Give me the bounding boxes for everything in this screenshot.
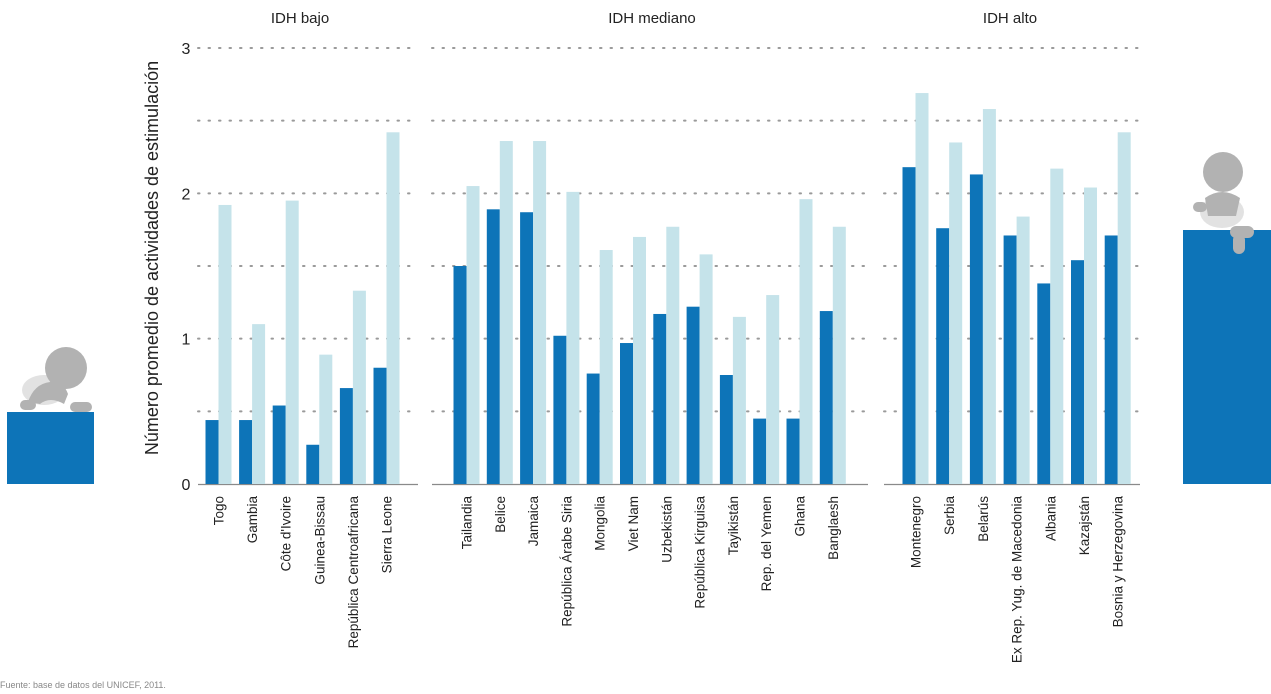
bar-light (533, 141, 547, 484)
bar-light (915, 93, 929, 484)
group-label: IDH alto (983, 10, 1037, 27)
x-tick-label: Sierra Leone (380, 496, 395, 573)
x-tick-label: Jamaica (526, 496, 541, 547)
bar-dark (1071, 260, 1084, 484)
bar-dark (936, 228, 950, 484)
x-tick-label: Ex Rep. Yug. de Macedonia (1010, 496, 1025, 664)
bar-light (566, 191, 580, 484)
x-tick-label: Togo (212, 496, 227, 525)
bar-light (633, 236, 646, 484)
bar-dark (686, 306, 700, 484)
bar-dark (339, 388, 353, 484)
source-note: Fuente: base de datos del UNICEF, 2011. (0, 680, 166, 690)
sitting-baby-icon (1193, 152, 1254, 254)
bar-light (1016, 216, 1030, 484)
bar-dark (486, 209, 500, 484)
bar-dark (553, 335, 567, 484)
x-tick-label: Albania (1043, 496, 1058, 542)
bar-dark (902, 167, 916, 484)
bar-light (732, 316, 746, 484)
bar-dark (620, 343, 633, 484)
bar-dark (205, 420, 219, 484)
bar-light (319, 354, 333, 484)
high-block (1183, 230, 1271, 484)
bar-light (832, 226, 846, 484)
bar-dark (306, 444, 320, 484)
bar-light (252, 324, 266, 484)
x-tick-label: República Centroafricana (346, 496, 361, 649)
x-tick-label: Viet Nam (626, 496, 641, 551)
bar-dark (753, 418, 767, 484)
y-axis-label: Número promedio de actividades de estimu… (142, 61, 162, 455)
x-tick-label: Tayikistán (726, 496, 741, 555)
bar-dark (453, 266, 467, 484)
bar-dark (969, 174, 983, 484)
bar-light (1117, 132, 1131, 484)
group-label: IDH mediano (608, 10, 696, 27)
x-tick-label: Ghana (793, 496, 808, 537)
x-tick-label: Serbia (942, 496, 957, 536)
x-tick-label: Tailandia (460, 496, 475, 550)
bar-light (599, 250, 613, 484)
bar-dark (239, 420, 253, 484)
bar-dark (819, 311, 833, 484)
y-tick-label: 1 (182, 332, 191, 349)
bar-dark (1104, 235, 1118, 484)
x-tick-label: Kazajstán (1077, 496, 1092, 555)
bar-light (386, 132, 400, 484)
crawling-baby-icon (20, 347, 92, 412)
x-tick-label: Uzbekistán (659, 496, 674, 563)
bar-dark (1037, 283, 1051, 484)
y-tick-label: 0 (182, 477, 191, 494)
x-tick-label: Guinea-Bissau (312, 496, 327, 585)
bar-light (766, 295, 780, 484)
bar-light (982, 109, 996, 484)
bar-light (218, 204, 232, 484)
x-tick-label: Rep. del Yemen (759, 496, 774, 591)
bar-light (499, 141, 513, 484)
x-tick-label: Côte d'Ivoire (279, 496, 294, 571)
bar-dark (1003, 235, 1017, 484)
x-tick-label: Mongolia (593, 496, 608, 551)
x-tick-label: Montenegro (909, 496, 924, 568)
bar-light (949, 142, 963, 484)
x-tick-label: Banglaesh (826, 496, 841, 560)
x-tick-label: Belarús (976, 496, 991, 542)
bar-dark (786, 418, 800, 484)
bar-light (466, 186, 480, 485)
bar-light (1084, 187, 1097, 484)
bar-light (666, 226, 680, 484)
bar-light (799, 199, 813, 484)
bar-light (285, 200, 299, 484)
low-block (7, 412, 94, 484)
x-tick-label: República Kirguisa (693, 496, 708, 609)
bar-light (1050, 168, 1064, 485)
x-tick-label: Belice (493, 496, 508, 533)
bar-light (352, 290, 366, 484)
bar-dark (586, 373, 600, 484)
y-tick-label: 3 (182, 41, 191, 58)
x-tick-label: Bosnia y Herzegovina (1111, 496, 1126, 628)
bar-light (699, 254, 713, 484)
group-label: IDH bajo (271, 10, 329, 27)
bar-dark (719, 375, 733, 484)
y-tick-label: 2 (182, 186, 191, 203)
bar-dark (520, 212, 534, 484)
bar-dark (373, 367, 387, 484)
bar-dark (653, 313, 667, 484)
bar-dark (272, 405, 286, 484)
x-tick-label: República Árabe Siria (559, 496, 574, 627)
x-tick-label: Gambia (245, 496, 260, 544)
